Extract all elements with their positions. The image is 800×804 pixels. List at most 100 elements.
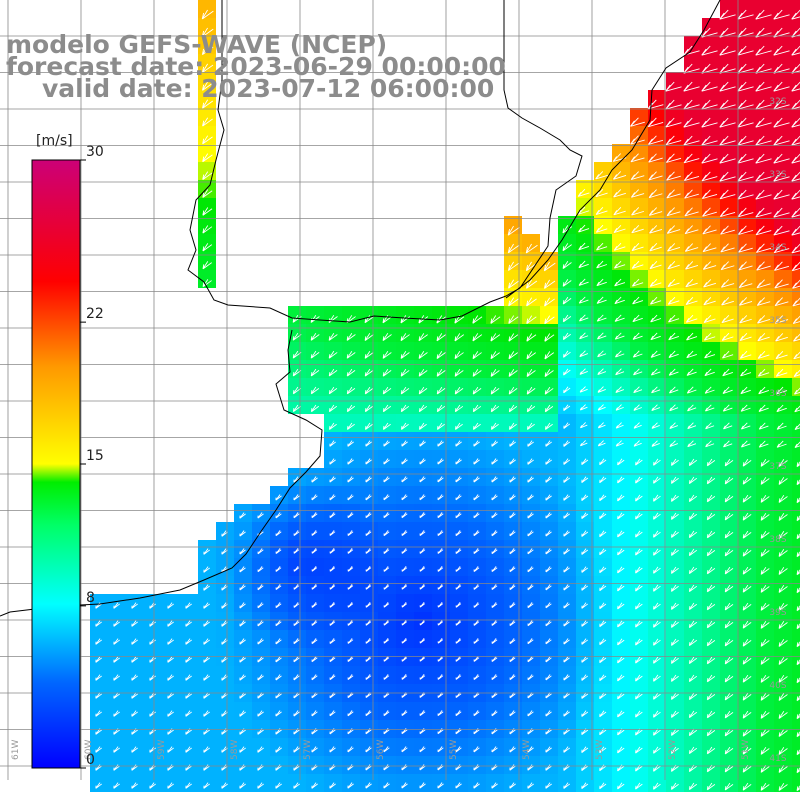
- wind-arrow: [545, 782, 552, 789]
- wind-cell: [414, 306, 432, 324]
- wind-arrow: [599, 692, 607, 700]
- wind-cell: [738, 720, 756, 738]
- wind-cell: [162, 774, 180, 792]
- wind-arrow: [758, 422, 769, 430]
- wind-cell: [252, 774, 270, 792]
- wind-cell: [378, 756, 396, 774]
- wind-arrow: [742, 692, 752, 701]
- wind-cell: [540, 396, 558, 414]
- wind-arrow: [509, 674, 516, 681]
- wind-cell: [792, 540, 800, 558]
- wind-arrow: [653, 710, 661, 718]
- wind-cell: [468, 630, 486, 648]
- wind-arrow: [508, 351, 518, 360]
- wind-arrow: [525, 243, 538, 254]
- wind-cell: [558, 270, 576, 288]
- wind-arrow: [293, 674, 300, 681]
- wind-arrow: [365, 494, 372, 501]
- wind-cell: [306, 342, 324, 360]
- wind-cell: [234, 576, 252, 594]
- wind-cell: [414, 522, 432, 540]
- wind-cell: [576, 630, 594, 648]
- wind-cell: [144, 666, 162, 684]
- wind-arrow: [755, 45, 772, 56]
- wind-arrow: [527, 620, 534, 627]
- wind-arrow: [760, 692, 770, 701]
- wind-arrow: [703, 279, 717, 288]
- wind-arrow: [776, 386, 788, 395]
- wind-arrow: [667, 261, 680, 270]
- wind-arrow: [650, 296, 662, 305]
- wind-arrow: [239, 584, 246, 591]
- wind-cell: [540, 468, 558, 486]
- wind-arrow: [649, 225, 663, 234]
- wind-arrow: [666, 189, 681, 199]
- wind-arrow: [742, 476, 752, 485]
- wind-cell: [666, 756, 684, 774]
- wind-arrow: [454, 404, 464, 413]
- wind-arrow: [755, 189, 772, 200]
- wind-arrow: [648, 171, 663, 181]
- wind-arrow: [653, 692, 661, 700]
- wind-arrow: [563, 584, 570, 591]
- wind-cell: [792, 90, 800, 108]
- wind-cell: [792, 270, 800, 288]
- wind-arrow: [275, 530, 282, 537]
- wind-arrow: [491, 530, 498, 537]
- wind-arrow: [617, 620, 625, 628]
- wind-arrow: [706, 620, 716, 629]
- wind-arrow: [544, 333, 555, 342]
- wind-cell: [522, 396, 540, 414]
- wind-arrow: [688, 656, 698, 665]
- wind-cell: [612, 648, 630, 666]
- wind-arrow: [455, 530, 462, 537]
- wind-cell: [594, 702, 612, 720]
- wind-arrow: [257, 638, 264, 645]
- wind-arrow: [346, 386, 356, 395]
- wind-cell: [576, 576, 594, 594]
- wind-arrow: [721, 332, 734, 341]
- wind-arrow: [671, 548, 679, 556]
- wind-cell: [270, 774, 288, 792]
- wind-arrow: [131, 656, 138, 663]
- wind-arrow: [95, 782, 102, 789]
- wind-cell: [396, 522, 414, 540]
- wind-cell: [648, 738, 666, 756]
- wind-arrow: [491, 458, 498, 465]
- lat-label: 36S: [769, 389, 786, 399]
- wind-arrow: [563, 476, 571, 483]
- wind-arrow: [668, 332, 680, 341]
- wind-arrow: [773, 9, 790, 20]
- wind-cell: [558, 720, 576, 738]
- wind-arrow: [596, 278, 607, 287]
- wind-arrow: [328, 332, 338, 341]
- wind-arrow: [742, 674, 752, 683]
- wind-arrow: [599, 584, 607, 592]
- wind-cell: [432, 576, 450, 594]
- wind-arrow: [491, 512, 498, 519]
- wind-cell: [252, 558, 270, 576]
- wind-arrow: [257, 674, 264, 681]
- wind-arrow: [688, 710, 698, 719]
- wind-arrow: [617, 458, 625, 466]
- wind-cell: [414, 702, 432, 720]
- wind-arrow: [581, 782, 589, 790]
- wind-cell: [324, 378, 342, 396]
- wind-arrow: [599, 512, 607, 520]
- wind-arrow: [724, 620, 734, 629]
- wind-arrow: [328, 386, 338, 395]
- wind-arrow: [491, 746, 498, 753]
- wind-arrow: [526, 297, 537, 307]
- wind-cell: [396, 450, 414, 468]
- wind-cell: [288, 396, 306, 414]
- wind-arrow: [653, 566, 661, 574]
- wind-cell: [486, 774, 504, 792]
- wind-cell: [738, 576, 756, 594]
- wind-arrow: [257, 566, 264, 573]
- wind-arrow: [671, 458, 679, 466]
- wind-arrow: [742, 656, 752, 665]
- wind-arrow: [740, 404, 751, 412]
- wind-arrow: [796, 461, 800, 468]
- wind-arrow: [509, 710, 516, 717]
- wind-cell: [648, 540, 666, 558]
